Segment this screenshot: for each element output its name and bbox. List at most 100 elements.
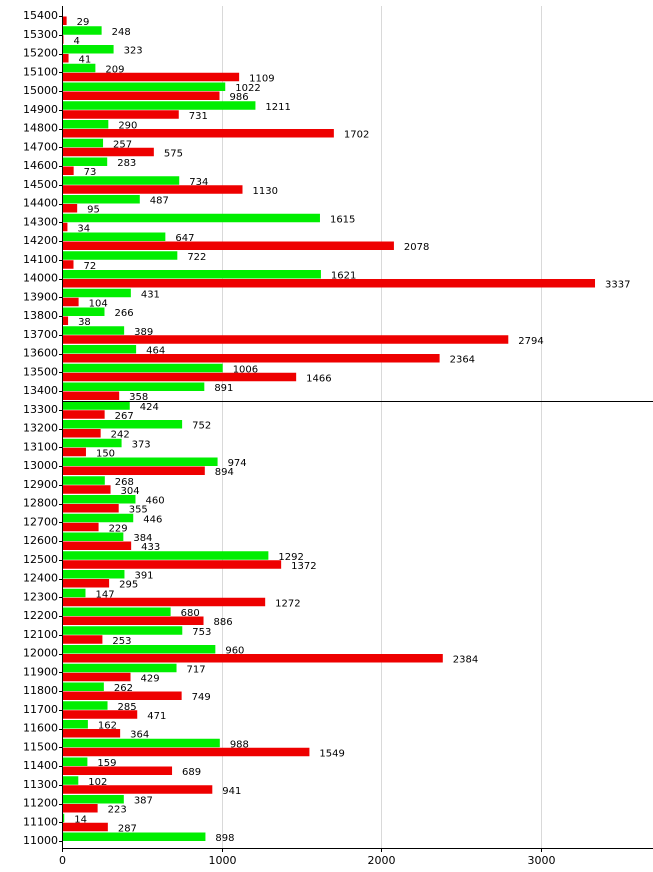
bar-green [62,326,125,335]
y-tick-label: 14300 [23,215,58,228]
y-tick-label: 14500 [23,178,58,191]
bar-value-label: 734 [189,177,208,188]
y-tick-label: 15000 [23,84,58,97]
bar-red [62,654,443,663]
bar-value-label: 974 [228,458,247,469]
bar-value-label: 894 [215,467,234,478]
x-tick-label: 0 [59,854,66,867]
bar-green [62,701,108,710]
bar-red [62,410,105,419]
bar-red [62,747,310,757]
bar-red [62,297,79,307]
bar-red [62,504,119,513]
y-tick-label: 11100 [23,815,58,828]
y-tick-label: 11700 [23,703,58,716]
y-tick-label: 14800 [23,122,58,135]
bar-red [62,597,266,607]
bar-value-label: 223 [108,805,127,816]
bar-value-label: 689 [182,767,201,778]
bar-green [62,270,321,279]
bar-value-label: 268 [115,477,134,488]
bar-green [62,720,88,729]
bar-value-label: 471 [147,711,166,722]
bar-red [62,204,78,213]
bar-value-label: 253 [112,636,131,647]
bar-green [62,420,183,429]
y-tick-label: 12200 [23,609,58,622]
bar-value-label: 389 [134,327,153,338]
y-tick-label: 11500 [23,740,58,753]
bar-value-label: 722 [187,252,206,263]
bar-green [62,195,140,204]
y-tick-label: 11600 [23,722,58,735]
bar-value-label: 753 [192,627,211,638]
bar-red [62,129,334,138]
bar-value-label: 941 [222,786,241,797]
bar-green [62,345,137,354]
bar-value-label: 960 [225,646,244,657]
y-tick-label: 14200 [23,234,58,247]
bar-value-label: 29 [77,17,90,28]
bar-green [62,626,183,635]
bar-red [62,447,86,457]
bar-green [62,363,223,373]
bar-red [62,560,282,569]
bar-red [62,260,74,269]
bar-value-label: 384 [133,533,152,544]
bar-value-label: 364 [130,730,149,741]
bar-red [62,185,243,194]
bar-value-label: 4 [74,36,80,47]
bar-red [62,372,297,382]
bar-value-label: 102 [88,777,107,788]
bar-green [62,157,108,166]
bar-value-label: 162 [98,721,117,732]
bar-green [62,401,130,410]
bar-value-label: 446 [143,514,162,525]
y-tick-label: 15200 [23,47,58,60]
bar-value-label: 373 [132,439,151,450]
bar-value-label: 464 [146,346,165,357]
bar-red [62,635,103,644]
bar-red [62,166,74,175]
y-tick-label: 12700 [23,515,58,528]
y-tick-label: 14100 [23,253,58,266]
bar-value-label: 34 [77,223,90,234]
y-tick-label: 13100 [23,440,58,453]
bar-red [62,91,220,100]
bar-value-label: 150 [96,448,115,459]
x-tick-label: 1000 [209,854,237,867]
y-tick-label: 11900 [23,665,58,678]
bar-red [62,110,179,119]
bar-value-label: 209 [105,64,124,75]
bar-green [62,551,269,560]
bar-green [62,82,226,91]
bar-green [62,738,220,748]
bar-red [62,766,173,775]
y-tick-label: 11400 [23,759,58,772]
bar-green [62,663,177,673]
bar-value-label: 1109 [249,73,274,84]
bar-value-label: 285 [118,702,137,713]
bar-red [62,72,240,82]
bar-red [62,279,596,288]
bar-red [62,316,69,325]
y-tick-label: 13600 [23,347,58,360]
y-tick-label: 11200 [23,797,58,810]
bar-value-label: 1466 [306,373,331,384]
y-tick-label: 12300 [23,590,58,603]
bar-green [62,682,104,691]
bar-value-label: 2078 [404,242,429,253]
bar-green [62,813,65,823]
bar-value-label: 1022 [235,83,260,94]
bar-green [62,45,114,54]
y-tick-label: 12600 [23,534,58,547]
bar-value-label: 647 [175,233,194,244]
bar-green [62,607,171,616]
bar-value-label: 1006 [233,364,258,375]
bar-red [62,241,394,250]
bar-green [62,832,206,841]
bar-green [62,457,218,466]
bar-red [62,522,99,532]
bar-green [62,588,86,598]
